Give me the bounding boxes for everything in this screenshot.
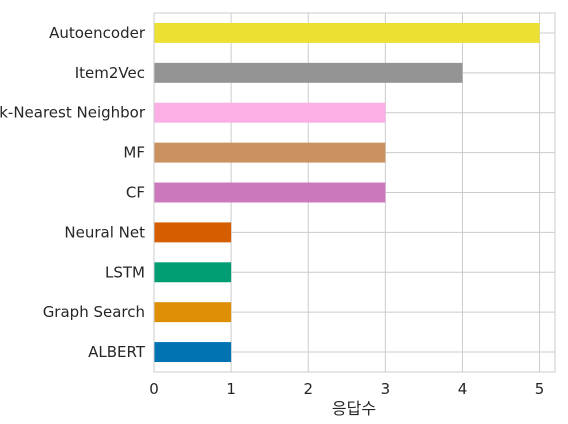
- bar-neural-net: [154, 222, 232, 243]
- bar-lstm: [154, 262, 232, 283]
- y-tick-labels: ALBERT Graph Search LSTM Neural Net CF MF k-Ne…: [0, 24, 146, 361]
- bar-cf: [154, 182, 386, 203]
- y-tick-label: Graph Search: [43, 303, 145, 321]
- bar-mf: [154, 142, 386, 163]
- x-axis-label: 응답수: [332, 399, 376, 418]
- bar-albert: [154, 342, 232, 363]
- x-tick-label: 4: [458, 380, 468, 398]
- y-tick-label: MF: [123, 144, 145, 162]
- y-tick-label: Autoencoder: [49, 24, 146, 42]
- y-tick-label: Item2Vec: [75, 64, 145, 82]
- y-tick-label: CF: [126, 184, 145, 202]
- x-tick-label: 5: [535, 380, 545, 398]
- y-tick-label: ALBERT: [88, 343, 146, 361]
- bars-layer: [154, 22, 540, 363]
- bar-graph-search: [154, 302, 232, 323]
- bar-item2vec: [154, 62, 463, 83]
- y-tick-label: Neural Net: [64, 223, 145, 241]
- bar-k-nearest-neighbor: [154, 102, 386, 123]
- bar-autoencoder: [154, 22, 540, 43]
- y-tick-label: k-Nearest Neighbor: [0, 104, 146, 122]
- x-tick-label: 3: [381, 380, 391, 398]
- x-tick-label: 2: [303, 380, 313, 398]
- x-tick-labels: 0 1 2 3 4 5: [149, 380, 544, 398]
- x-tick-label: 1: [226, 380, 236, 398]
- x-tick-label: 0: [149, 380, 159, 398]
- plot-frame: [153, 12, 556, 373]
- y-tick-label: LSTM: [105, 263, 145, 281]
